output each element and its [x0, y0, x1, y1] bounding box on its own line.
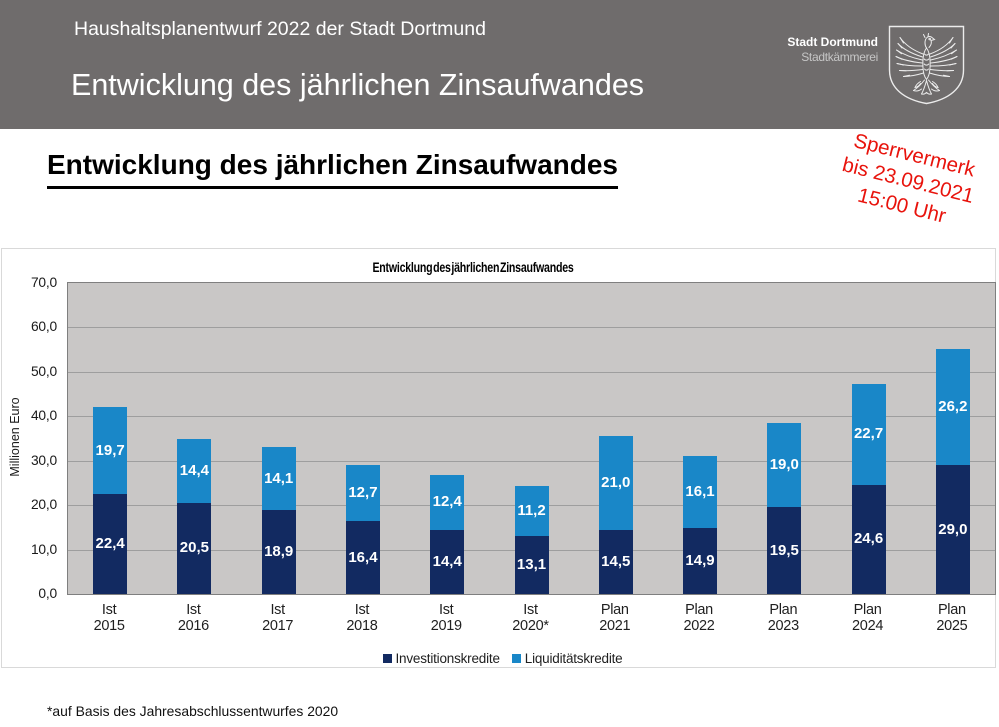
bar-value-label: 21,0: [601, 473, 631, 491]
header-band: Haushaltsplanentwurf 2022 der Stadt Dort…: [0, 0, 999, 129]
x-tick-label: Ist 2018: [346, 602, 378, 634]
bar-value-label: 22,7: [853, 425, 884, 443]
gridline: [68, 371, 995, 373]
bar-segment-liquiditätskredite: [767, 422, 802, 508]
header-subtitle: Haushaltsplanentwurf 2022 der Stadt Dort…: [74, 18, 486, 40]
bar-value-label: 14,9: [685, 551, 715, 569]
bar-segment-liquiditätskredite: [851, 383, 886, 485]
bar-value-label: 19,7: [95, 441, 125, 459]
bar-segment-investitionskredite: [177, 502, 212, 594]
y-tick-label: 60,0: [30, 319, 57, 335]
legend-label: Investitionskredite: [395, 650, 500, 666]
x-tick-label: Ist 2019: [430, 602, 462, 634]
page-title: Entwicklung des jährlichen Zinsaufwandes: [47, 149, 619, 180]
bar-segment-investitionskredite: [345, 521, 380, 594]
y-tick-label: 50,0: [30, 363, 57, 379]
bar-value-label: 12,7: [348, 483, 378, 501]
bar-segment-investitionskredite: [767, 507, 802, 594]
y-tick-label: 0,0: [38, 586, 57, 601]
y-tick-label: 70,0: [30, 275, 57, 290]
bar-segment-liquiditätskredite: [430, 474, 465, 531]
y-tick-label: 30,0: [30, 452, 57, 468]
x-tick-label: Plan 2021: [599, 602, 631, 634]
bar-value-label: 14,4: [179, 461, 209, 479]
chart-container: Entwicklung des jährlichen Zinsaufwandes…: [1, 248, 996, 668]
x-tick-label: Ist 2020*: [512, 602, 549, 634]
bar-segment-liquiditätskredite: [598, 436, 633, 530]
plot-area: 22,4 19,7 20,5 14,4 18,9 14,1 16,4 12,7 14,4 12,4…: [67, 282, 996, 595]
embargo-stamp: Sperrvermerk bis 23.09.2021 15:00 Uhr: [802, 119, 999, 243]
bar-value-label: 26,2: [938, 397, 968, 415]
gridline: [68, 460, 995, 462]
bar-segment-liquiditätskredite: [514, 486, 549, 536]
header-title: Entwicklung des jährlichen Zinsaufwandes: [71, 68, 645, 102]
logo-text: Stadt Dortmund Stadtkämmerei: [787, 35, 878, 64]
bar-segment-liquiditätskredite: [683, 456, 718, 528]
x-tick-label: Ist 2016: [177, 602, 209, 634]
bar-value-label: 16,4: [348, 548, 378, 566]
x-tick-label: Plan 2024: [852, 602, 884, 634]
bar-segment-investitionskredite: [935, 465, 970, 594]
legend-item: Liquiditätskredite: [511, 650, 623, 666]
bar-value-label: 19,5: [769, 541, 799, 559]
bar-value-label: 20,5: [179, 539, 209, 557]
bar-value-label: 18,9: [264, 543, 294, 560]
y-axis-title: Millionen Euro: [8, 397, 22, 477]
y-tick-label: 10,0: [30, 541, 57, 557]
x-tick-label: Plan 2025: [936, 602, 968, 634]
y-tick-label: 20,0: [30, 497, 57, 513]
bar-value-label: 14,1: [264, 469, 294, 487]
y-tick-label: 40,0: [30, 408, 57, 424]
footnote: *auf Basis des Jahresabschlussentwurfes …: [47, 703, 339, 719]
bar-segment-liquiditätskredite: [261, 447, 296, 511]
bar-value-label: 14,5: [601, 552, 631, 570]
bar-segment-investitionskredite: [683, 527, 718, 594]
bar-value-label: 19,0: [769, 456, 799, 474]
bar-segment-investitionskredite: [851, 484, 886, 594]
bar-value-label: 12,4: [432, 493, 462, 511]
logo-department: Stadtkämmerei: [801, 49, 878, 64]
gridline: [68, 416, 995, 418]
bar-value-label: 24,6: [853, 530, 884, 548]
bar-value-label: 11,2: [517, 501, 546, 519]
legend-item: Investitionskredite: [382, 650, 500, 666]
legend-label: Liquiditätskredite: [524, 650, 623, 666]
bar-value-label: 14,4: [432, 553, 462, 570]
bar-value-label: 16,1: [685, 483, 715, 501]
dortmund-eagle-crest-icon: [888, 25, 965, 105]
x-tick-label: Ist 2017: [262, 602, 294, 634]
bar-segment-investitionskredite: [93, 494, 128, 594]
bar-segment-liquiditätskredite: [935, 348, 970, 466]
bar-segment-liquiditätskredite: [93, 406, 128, 495]
gridline: [68, 327, 995, 329]
bar-segment-liquiditätskredite: [177, 438, 212, 503]
chart-legend: Investitionskredite Liquiditätskredite: [2, 649, 995, 667]
legend-swatch-icon: [511, 653, 521, 663]
bar-value-label: 13,1: [516, 555, 547, 573]
bar-segment-investitionskredite: [598, 529, 633, 594]
x-tick-label: Plan 2022: [683, 602, 715, 634]
bar-segment-investitionskredite: [430, 530, 465, 594]
bar-value-label: 29,0: [938, 520, 968, 538]
x-tick-label: Plan 2023: [767, 602, 799, 634]
bar-value-label: 22,4: [95, 535, 125, 553]
x-tick-label: Ist 2015: [93, 602, 125, 634]
bar-segment-investitionskredite: [261, 510, 296, 594]
bar-segment-investitionskredite: [514, 535, 549, 594]
logo-org-name: Stadt Dortmund: [787, 35, 878, 49]
legend-swatch-icon: [382, 653, 392, 663]
bar-segment-liquiditätskredite: [345, 464, 380, 522]
chart-title: Entwicklung des jährlichen Zinsaufwandes: [372, 260, 574, 275]
